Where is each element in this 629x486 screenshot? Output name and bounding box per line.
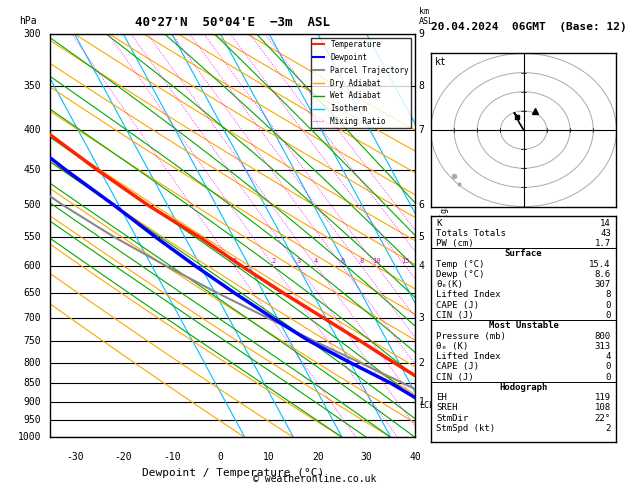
Text: 3: 3 — [296, 258, 300, 264]
Text: 108: 108 — [595, 403, 611, 413]
Text: 4: 4 — [606, 352, 611, 361]
Text: 4: 4 — [419, 261, 425, 271]
Text: 119: 119 — [595, 393, 611, 402]
Text: StmDir: StmDir — [437, 414, 469, 423]
Text: 8: 8 — [419, 81, 425, 91]
Text: 550: 550 — [23, 232, 42, 242]
Text: 10: 10 — [264, 451, 275, 462]
Text: 400: 400 — [23, 125, 42, 136]
Text: Dewp (°C): Dewp (°C) — [437, 270, 485, 279]
Text: 307: 307 — [595, 280, 611, 289]
Text: Totals Totals: Totals Totals — [437, 229, 506, 238]
Text: 22°: 22° — [595, 414, 611, 423]
Text: SREH: SREH — [437, 403, 458, 413]
Text: 14: 14 — [600, 219, 611, 227]
Text: CAPE (J): CAPE (J) — [437, 363, 479, 371]
Text: 2: 2 — [419, 358, 425, 367]
Text: 0: 0 — [606, 301, 611, 310]
Text: 450: 450 — [23, 165, 42, 175]
Text: 8: 8 — [359, 258, 364, 264]
Text: 750: 750 — [23, 336, 42, 346]
Text: 0: 0 — [606, 311, 611, 320]
Text: 3: 3 — [419, 313, 425, 323]
Text: 20.04.2024  06GMT  (Base: 12): 20.04.2024 06GMT (Base: 12) — [431, 21, 626, 32]
Text: -10: -10 — [163, 451, 181, 462]
Text: 15.4: 15.4 — [589, 260, 611, 269]
Text: Surface: Surface — [505, 249, 542, 259]
Title: 40°27'N  50°04'E  −3m  ASL: 40°27'N 50°04'E −3m ASL — [135, 16, 330, 29]
Text: Lifted Index: Lifted Index — [437, 291, 501, 299]
Text: 1.7: 1.7 — [595, 239, 611, 248]
Text: hPa: hPa — [19, 16, 37, 26]
Text: 1: 1 — [419, 397, 425, 407]
Text: 800: 800 — [595, 331, 611, 341]
Text: 300: 300 — [23, 29, 42, 39]
Text: 600: 600 — [23, 261, 42, 271]
Text: StmSpd (kt): StmSpd (kt) — [437, 424, 496, 433]
Text: CIN (J): CIN (J) — [437, 373, 474, 382]
Text: 950: 950 — [23, 415, 42, 425]
Text: CAPE (J): CAPE (J) — [437, 301, 479, 310]
Text: 10: 10 — [372, 258, 381, 264]
Text: kt: kt — [435, 56, 447, 67]
Text: 800: 800 — [23, 358, 42, 367]
Text: 6: 6 — [340, 258, 345, 264]
Text: 15: 15 — [401, 258, 410, 264]
Text: Mixing Ratio (g/kg): Mixing Ratio (g/kg) — [440, 188, 449, 283]
Legend: Temperature, Dewpoint, Parcel Trajectory, Dry Adiabat, Wet Adiabat, Isotherm, Mi: Temperature, Dewpoint, Parcel Trajectory… — [311, 38, 411, 128]
Text: 43: 43 — [600, 229, 611, 238]
Text: θₑ(K): θₑ(K) — [437, 280, 464, 289]
Text: θₑ (K): θₑ (K) — [437, 342, 469, 351]
Text: 9: 9 — [419, 29, 425, 39]
Text: 7: 7 — [419, 125, 425, 136]
Text: PW (cm): PW (cm) — [437, 239, 474, 248]
Text: 1: 1 — [232, 258, 237, 264]
Text: 650: 650 — [23, 288, 42, 298]
Text: Lifted Index: Lifted Index — [437, 352, 501, 361]
Text: 2: 2 — [606, 424, 611, 433]
Text: © weatheronline.co.uk: © weatheronline.co.uk — [253, 473, 376, 484]
Text: 0: 0 — [218, 451, 223, 462]
Text: 2: 2 — [272, 258, 276, 264]
Text: LCL: LCL — [419, 401, 434, 410]
Text: 500: 500 — [23, 200, 42, 210]
Text: 8: 8 — [606, 291, 611, 299]
Text: km
ASL: km ASL — [419, 6, 434, 26]
Text: Temp (°C): Temp (°C) — [437, 260, 485, 269]
Text: Dewpoint / Temperature (°C): Dewpoint / Temperature (°C) — [142, 468, 324, 478]
Text: 30: 30 — [360, 451, 372, 462]
Text: K: K — [437, 219, 442, 227]
Text: CIN (J): CIN (J) — [437, 311, 474, 320]
Text: 350: 350 — [23, 81, 42, 91]
Text: 20: 20 — [312, 451, 324, 462]
Text: Pressure (mb): Pressure (mb) — [437, 331, 506, 341]
Text: 0: 0 — [606, 363, 611, 371]
Text: 850: 850 — [23, 378, 42, 388]
Text: 0: 0 — [606, 373, 611, 382]
Text: Hodograph: Hodograph — [499, 383, 548, 392]
Text: 6: 6 — [419, 200, 425, 210]
Text: EH: EH — [437, 393, 447, 402]
Text: 8.6: 8.6 — [595, 270, 611, 279]
Text: 4: 4 — [314, 258, 318, 264]
Text: 1000: 1000 — [18, 433, 42, 442]
Text: -30: -30 — [66, 451, 84, 462]
Text: 5: 5 — [419, 232, 425, 242]
Text: 700: 700 — [23, 313, 42, 323]
Text: 900: 900 — [23, 397, 42, 407]
Text: 40: 40 — [409, 451, 421, 462]
Text: 313: 313 — [595, 342, 611, 351]
Text: Most Unstable: Most Unstable — [489, 321, 559, 330]
Text: -20: -20 — [114, 451, 132, 462]
